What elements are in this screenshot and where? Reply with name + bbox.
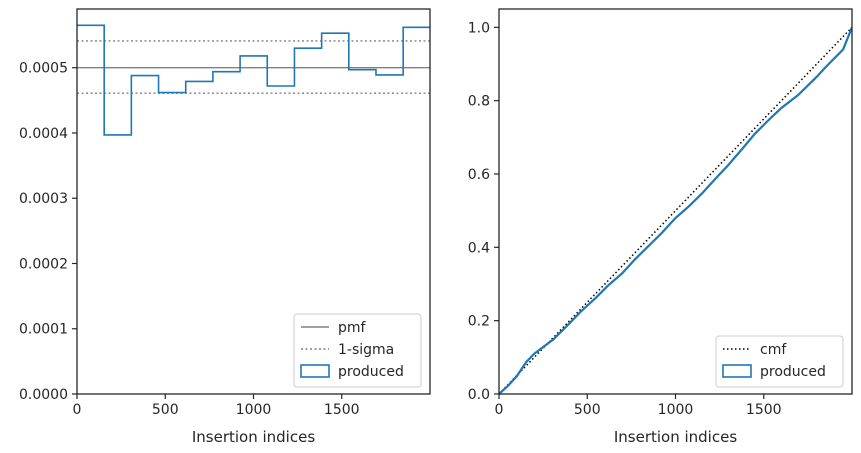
pmf-chart-data-layer	[77, 24, 430, 136]
pmf-chart-panel: 0 500 1000 1500 0.0000 0.0001 0.0002 0.0003 0.00…	[19, 8, 431, 446]
cmf-chart-legend-label-cmf: cmf	[760, 342, 787, 358]
pmf-chart-y-tick-label: 0.0004	[19, 126, 68, 142]
cmf-chart-panel: 0 500 1000 1500 0.0 0.2 0.4 0.6 0.8 1.0 Insertion…	[468, 8, 853, 446]
pmf-chart-x-tick-label: 1500	[324, 402, 360, 418]
cmf-chart-legend: cmf produced	[715, 335, 844, 388]
pmf-chart-x-axis-label: Insertion indices	[192, 428, 315, 446]
pmf-chart-y-tick-label: 0.0001	[19, 322, 68, 338]
pmf-chart-x-tick-label: 1000	[236, 402, 272, 418]
pmf-chart-x-tick-label: 500	[152, 402, 179, 418]
pmf-chart-legend-label-pmf: pmf	[338, 320, 367, 336]
cmf-chart-y-tick-label: 1.0	[468, 20, 490, 36]
cmf-chart-y-tick-label: 0.0	[468, 387, 490, 403]
pmf-chart-y-tick-label: 0.0005	[19, 61, 68, 77]
cmf-chart-legend-label-produced: produced	[760, 364, 826, 380]
cmf-chart-x-tick-label: 1000	[658, 402, 694, 418]
pmf-chart-legend-box	[293, 313, 422, 388]
cmf-chart-y-tick-label: 0.2	[468, 314, 490, 330]
cmf-chart-ticks: 0 500 1000 1500 0.0 0.2 0.4 0.6 0.8 1.0	[468, 20, 782, 418]
pmf-chart-legend-label-produced: produced	[338, 364, 404, 380]
pmf-chart-y-tick-label: 0.0003	[19, 191, 68, 207]
cmf-chart-x-tick-label: 1500	[746, 402, 782, 418]
cmf-chart-y-tick-label: 0.4	[468, 240, 490, 256]
pmf-chart-ticks: 0 500 1000 1500 0.0000 0.0001 0.0002 0.0003 0.00…	[19, 61, 360, 418]
cmf-chart-y-tick-label: 0.6	[468, 167, 490, 183]
pmf-chart-series-produced-step	[77, 24, 430, 136]
cmf-chart-x-tick-label: 500	[574, 402, 601, 418]
pmf-chart-y-tick-label: 0.0002	[19, 256, 68, 272]
cmf-chart-legend-handle-produced	[722, 364, 752, 378]
pmf-chart-legend: pmf 1-sigma produced	[293, 313, 422, 388]
pmf-chart-x-tick-label: 0	[73, 402, 82, 418]
cmf-chart-y-tick-label: 0.8	[468, 94, 490, 110]
cmf-chart-x-tick-label: 0	[495, 402, 504, 418]
cmf-chart-series-cmf-line	[499, 26, 852, 394]
pmf-chart-legend-handle-produced	[300, 364, 330, 378]
cmf-chart-x-axis-label: Insertion indices	[614, 428, 737, 446]
pmf-chart-y-tick-label: 0.0000	[19, 387, 68, 403]
pmf-chart-legend-label-1-sigma: 1-sigma	[338, 342, 394, 358]
